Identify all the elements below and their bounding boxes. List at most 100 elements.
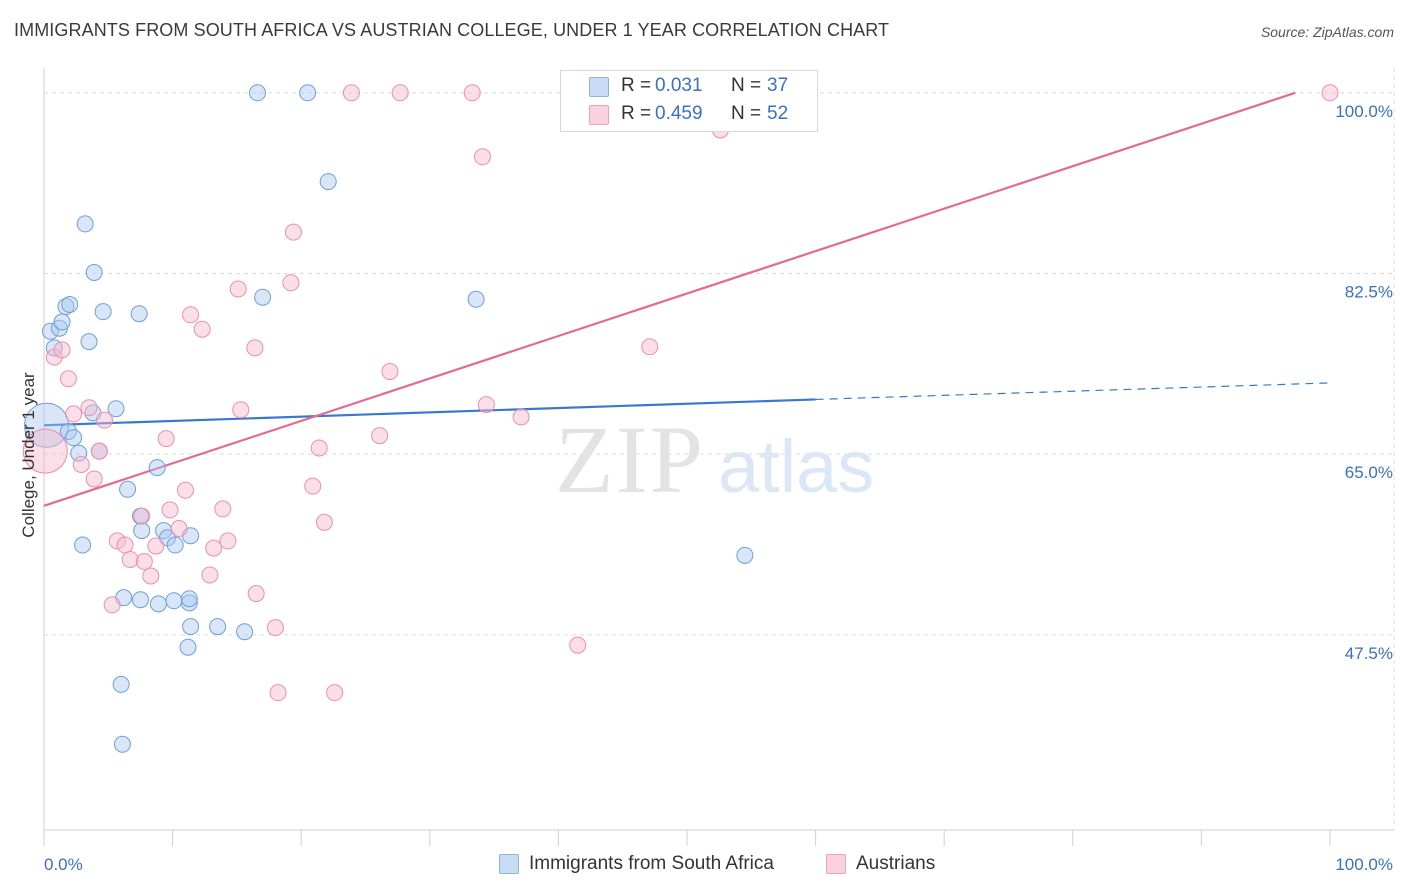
- stats-legend: R = 0.031 N = 37 R = 0.459 N = 52: [560, 70, 818, 132]
- point-austrians: [103, 596, 121, 614]
- point-south-africa: [736, 546, 754, 564]
- point-south-africa: [149, 595, 167, 613]
- y-tick-label: 47.5%: [1345, 644, 1393, 663]
- point-austrians: [381, 363, 399, 381]
- source-label: Source: ZipAtlas.com: [1260, 24, 1394, 40]
- point-austrians: [80, 399, 98, 417]
- point-south-africa: [24, 402, 70, 448]
- point-austrians: [65, 405, 83, 423]
- point-south-africa: [131, 591, 149, 609]
- watermark-atlas: atlas: [718, 425, 874, 508]
- point-austrians: [477, 396, 495, 414]
- point-austrians: [371, 427, 389, 445]
- point-south-africa: [65, 429, 83, 447]
- legend-r-value: 0.459: [655, 103, 703, 124]
- point-south-africa: [119, 480, 137, 498]
- legend-n-label: N =: [731, 75, 762, 96]
- point-south-africa: [94, 303, 112, 321]
- point-austrians: [85, 470, 103, 488]
- tick-labels: 47.5% 65.0% 82.5% 100.0% 0.0% 100.0%: [44, 102, 1393, 874]
- point-austrians: [310, 439, 328, 457]
- point-austrians: [247, 585, 265, 603]
- point-south-africa: [319, 173, 337, 191]
- point-austrians: [205, 539, 223, 557]
- point-south-africa: [209, 618, 227, 636]
- point-austrians: [116, 536, 134, 554]
- legend-swatch-blue: [589, 77, 609, 97]
- point-austrians: [147, 537, 165, 555]
- data-points: [22, 84, 1339, 753]
- point-austrians: [512, 408, 530, 426]
- legend-n-value: 37: [767, 75, 789, 96]
- point-austrians: [193, 320, 211, 338]
- point-south-africa: [112, 675, 130, 693]
- point-austrians: [342, 84, 360, 102]
- x-tick-label: 0.0%: [44, 855, 83, 874]
- point-austrians: [182, 306, 200, 324]
- point-south-africa: [53, 313, 71, 331]
- point-austrians: [463, 84, 481, 102]
- point-south-africa: [165, 592, 183, 610]
- bottom-legend-swatch-pink: [826, 854, 846, 874]
- point-south-africa: [180, 590, 198, 608]
- point-south-africa: [148, 459, 166, 477]
- bottom-legend-swatch-blue: [499, 854, 519, 874]
- point-austrians: [219, 532, 237, 550]
- point-austrians: [569, 636, 587, 654]
- point-austrians: [59, 370, 77, 388]
- x-tick-label: 100.0%: [1335, 855, 1393, 874]
- point-austrians: [474, 148, 492, 166]
- point-south-africa: [467, 290, 485, 308]
- point-austrians: [72, 455, 90, 473]
- point-austrians: [161, 501, 179, 519]
- point-south-africa: [133, 522, 151, 540]
- point-austrians: [229, 280, 247, 298]
- point-south-africa: [299, 84, 317, 102]
- y-tick-label: 65.0%: [1345, 463, 1393, 482]
- point-austrians: [246, 339, 264, 357]
- point-austrians: [201, 566, 219, 584]
- trend-line-south-africa: [43, 398, 816, 427]
- point-south-africa: [74, 536, 92, 554]
- point-austrians: [269, 684, 287, 702]
- watermark-zip: ZIP: [555, 406, 705, 513]
- point-south-africa: [130, 305, 148, 323]
- legend-r-label: R =: [621, 103, 652, 124]
- point-south-africa: [70, 444, 88, 462]
- point-south-africa: [182, 618, 200, 636]
- point-austrians: [90, 442, 108, 460]
- point-south-africa: [254, 288, 272, 306]
- point-austrians: [304, 477, 322, 495]
- point-austrians: [142, 567, 160, 585]
- point-austrians: [214, 500, 232, 518]
- chart-title: IMMIGRANTS FROM SOUTH AFRICA VS AUSTRIAN…: [14, 20, 890, 40]
- trend-line-extension: [815, 382, 1331, 401]
- trend-line-austrians: [43, 91, 1296, 507]
- point-austrians: [1321, 84, 1339, 102]
- point-austrians: [108, 532, 126, 550]
- point-south-africa: [248, 84, 266, 102]
- point-south-africa: [107, 400, 125, 418]
- point-austrians: [135, 553, 153, 571]
- legend-n-value: 52: [767, 103, 789, 124]
- point-austrians: [157, 430, 175, 448]
- watermark: ZIP atlas: [555, 406, 874, 513]
- point-austrians: [95, 411, 113, 429]
- point-austrians: [391, 84, 409, 102]
- legend-r-value: 0.031: [655, 75, 703, 96]
- legend-swatch-pink: [589, 105, 609, 125]
- point-austrians: [641, 338, 659, 356]
- bottom-legend-label: Austrians: [856, 853, 936, 874]
- point-austrians: [284, 223, 302, 241]
- point-south-africa: [113, 735, 131, 753]
- point-south-africa: [166, 536, 184, 554]
- point-austrians: [170, 520, 188, 538]
- point-austrians: [315, 513, 333, 531]
- point-south-africa: [41, 322, 59, 340]
- point-south-africa: [179, 638, 197, 656]
- point-south-africa: [61, 295, 79, 313]
- point-south-africa: [80, 333, 98, 351]
- y-tick-label: 100.0%: [1335, 102, 1393, 121]
- point-south-africa: [236, 623, 254, 641]
